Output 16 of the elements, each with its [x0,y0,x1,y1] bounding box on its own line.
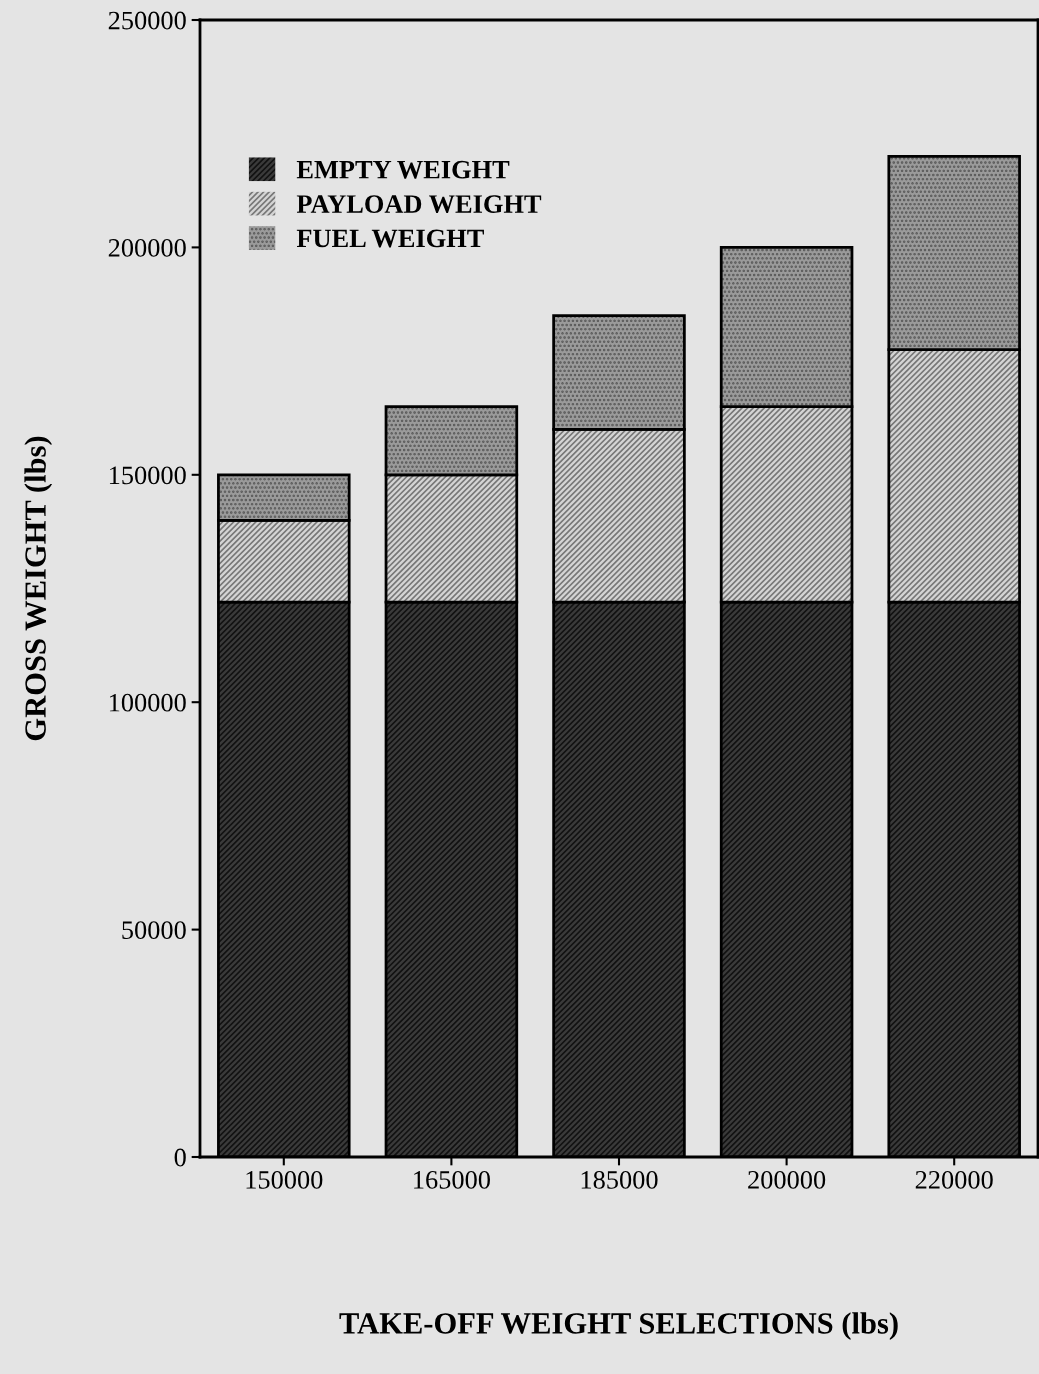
y-tick-label: 50000 [122,921,186,940]
y-tick-label: 0 [174,1148,186,1167]
x-tick-label: 165000 [414,1170,490,1189]
x-tick-label: 220000 [915,1170,993,1189]
y-tick-label: 250000 [108,11,186,30]
y-axis-title: GROSS WEIGHT (lbs) [24,436,53,741]
legend-label: FUEL WEIGHT [296,229,484,248]
legend-label: EMPTY WEIGHT [296,160,510,179]
y-tick-label: 200000 [108,239,186,257]
x-tick-label: 200000 [748,1170,826,1189]
x-axis-title: TAKE-OFF WEIGHT SELECTIONS (lbs) [339,1312,898,1340]
y-tick-label: 150000 [109,466,186,485]
y-tick-label: 100000 [109,693,186,712]
x-tick-label: 185000 [581,1170,658,1189]
x-tick-label: 150000 [246,1170,323,1189]
legend-label: PAYLOAD WEIGHT [296,195,542,214]
